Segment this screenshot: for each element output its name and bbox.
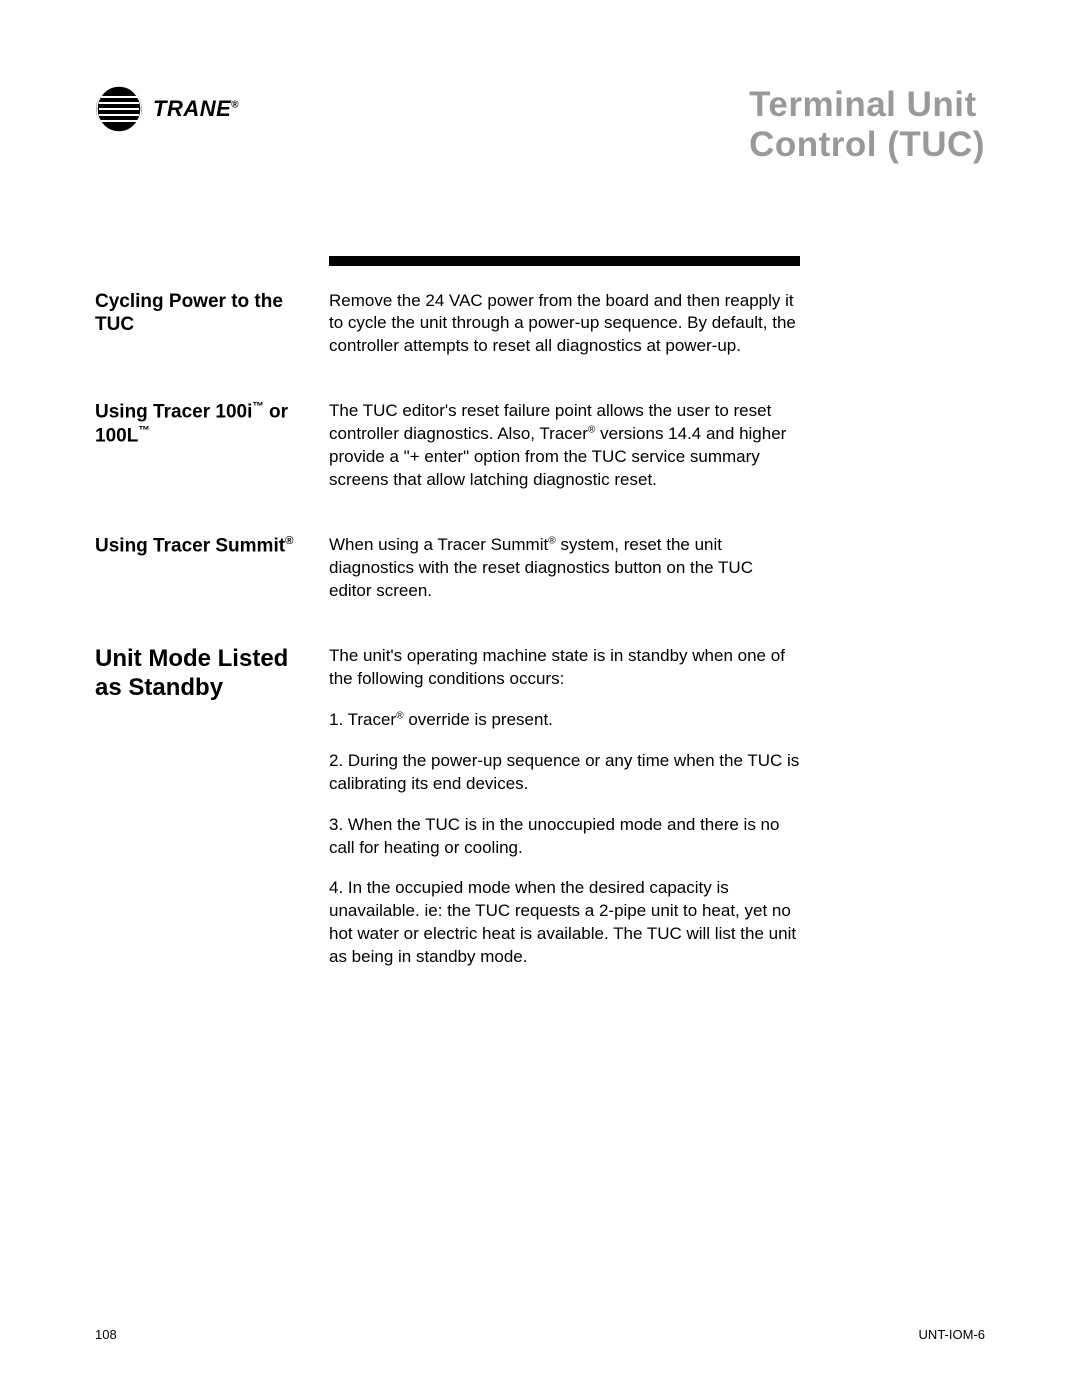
body-paragraph: The unit's operating machine state is in… bbox=[329, 645, 800, 691]
page-footer: 108 UNT-IOM-6 bbox=[95, 1327, 985, 1342]
section-body: The TUC editor's reset failure point all… bbox=[329, 400, 800, 492]
section-body: When using a Tracer Summit® system, rese… bbox=[329, 534, 800, 603]
section-label: Unit Mode Listed as Standby bbox=[95, 645, 329, 703]
page-number: 108 bbox=[95, 1327, 117, 1342]
section-label: Cycling Power to the TUC bbox=[95, 290, 329, 338]
content-body: Cycling Power to the TUCRemove the 24 VA… bbox=[95, 290, 800, 970]
section-body: The unit's operating machine state is in… bbox=[329, 645, 800, 969]
section-label: Using Tracer 100i™ or 100L™ bbox=[95, 400, 329, 448]
section-row: Using Tracer Summit®When using a Tracer … bbox=[95, 534, 800, 603]
section-divider-bar bbox=[329, 256, 800, 266]
section-row: Using Tracer 100i™ or 100L™The TUC edito… bbox=[95, 400, 800, 492]
body-paragraph: The TUC editor's reset failure point all… bbox=[329, 400, 800, 492]
page-title: Terminal Unit Control (TUC) bbox=[749, 85, 985, 166]
brand-logo-area: TRANE® bbox=[95, 85, 239, 133]
section-row: Unit Mode Listed as StandbyThe unit's op… bbox=[95, 645, 800, 969]
section-body: Remove the 24 VAC power from the board a… bbox=[329, 290, 800, 359]
body-paragraph: 1. Tracer® override is present. bbox=[329, 709, 800, 732]
body-paragraph: 3. When the TUC is in the unoccupied mod… bbox=[329, 814, 800, 860]
section-row: Cycling Power to the TUCRemove the 24 VA… bbox=[95, 290, 800, 359]
body-paragraph: When using a Tracer Summit® system, rese… bbox=[329, 534, 800, 603]
section-label: Using Tracer Summit® bbox=[95, 534, 329, 558]
body-paragraph: 4. In the occupied mode when the desired… bbox=[329, 877, 800, 969]
body-paragraph: Remove the 24 VAC power from the board a… bbox=[329, 290, 800, 359]
doc-id: UNT-IOM-6 bbox=[919, 1327, 985, 1342]
brand-name: TRANE® bbox=[153, 96, 239, 122]
trane-logo-icon bbox=[95, 85, 143, 133]
page-header: TRANE® Terminal Unit Control (TUC) bbox=[95, 85, 985, 166]
body-paragraph: 2. During the power-up sequence or any t… bbox=[329, 750, 800, 796]
